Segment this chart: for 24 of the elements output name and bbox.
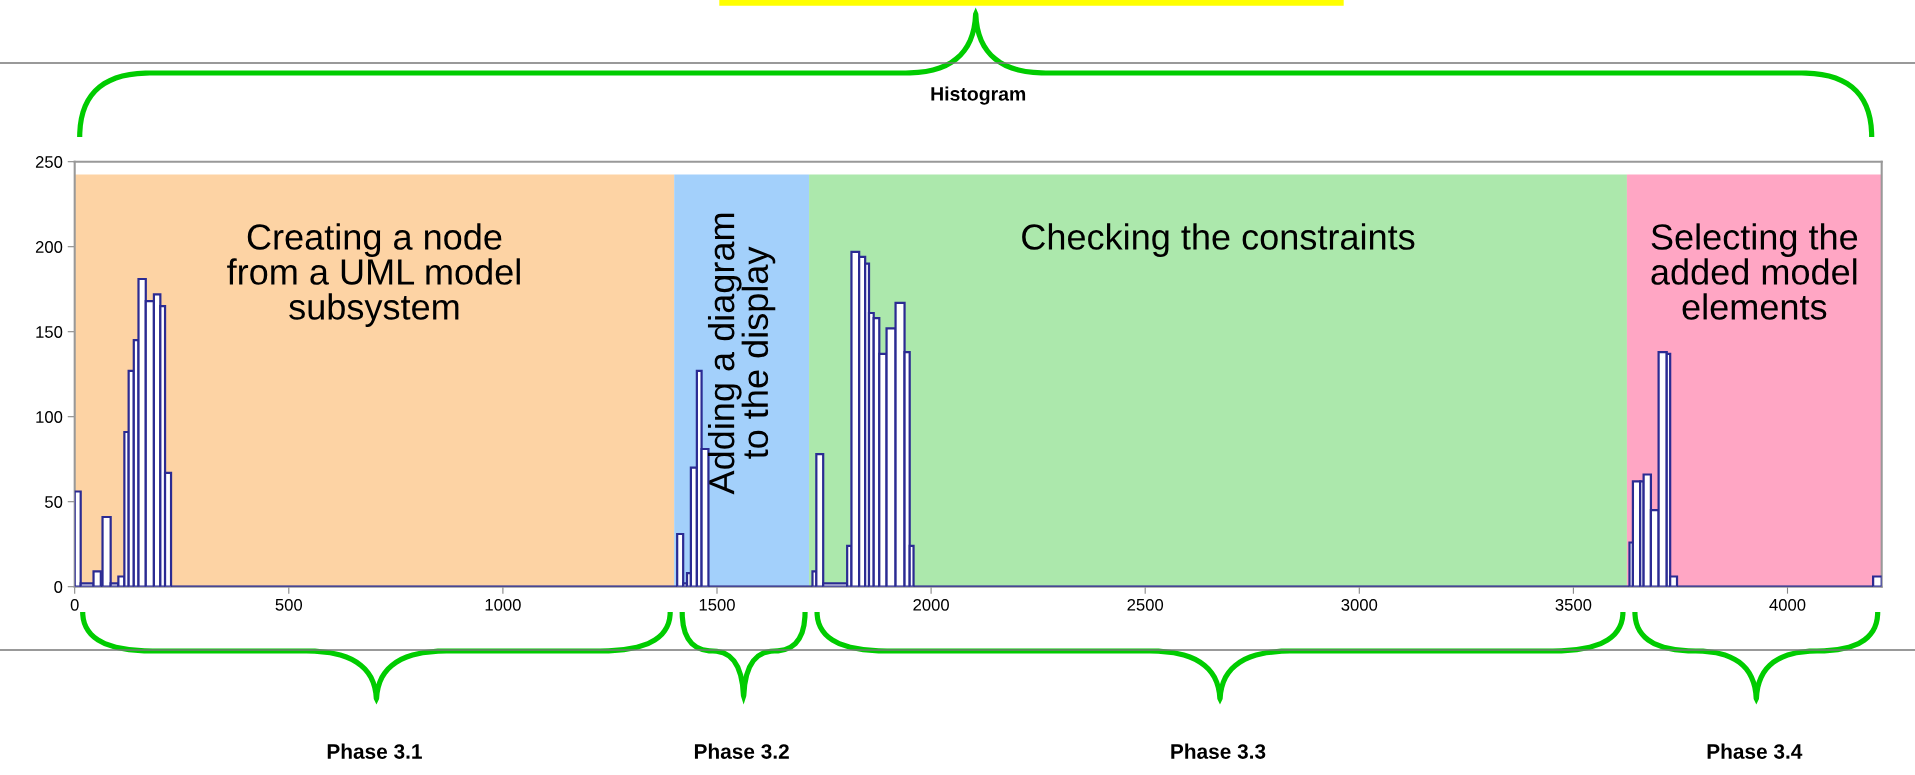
- x-tick-label: 1000: [485, 598, 521, 611]
- y-tick-label: 250: [35, 156, 63, 168]
- band-label: Checking the constraints: [1022, 223, 1415, 257]
- text: Phase 3.1: [327, 743, 422, 759]
- x-tick-label: 2500: [1127, 598, 1164, 611]
- band-label: Creating a node from a UML model subsystem: [227, 223, 520, 327]
- x-tick-label: 3000: [1341, 598, 1378, 611]
- text: Phase 3.2: [694, 743, 789, 759]
- text: Phase 3.3: [1171, 743, 1266, 759]
- x-tick-label: 2000: [913, 598, 949, 611]
- text: Phase 3.4: [1707, 743, 1803, 759]
- y-tick-label: 50: [45, 496, 63, 508]
- x-tick-label: 500: [275, 598, 303, 611]
- x-tick-label: 0: [70, 598, 79, 611]
- y-tick-label: 200: [35, 241, 63, 253]
- band-label: Selecting the added model elements: [1651, 223, 1858, 320]
- y-tick-label: 0: [54, 581, 63, 593]
- band-label: Adding a diagram to the display: [707, 213, 776, 495]
- x-tick-label: 4000: [1769, 598, 1806, 611]
- x-tick-label: 1500: [699, 598, 735, 611]
- chart-title: Histogram: [931, 86, 1026, 105]
- y-tick-label: 100: [36, 411, 63, 423]
- x-tick-label: 3500: [1555, 598, 1592, 611]
- y-tick-label: 150: [36, 326, 63, 338]
